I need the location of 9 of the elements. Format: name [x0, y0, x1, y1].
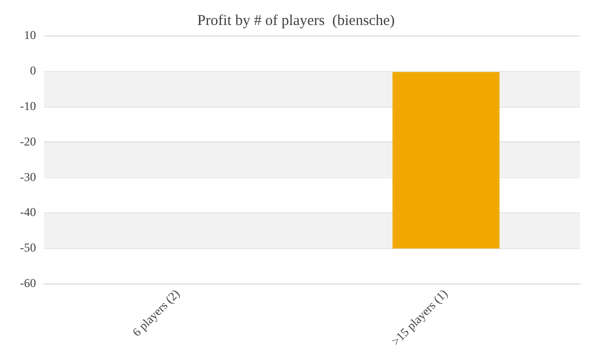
- y-tick-label: -10: [20, 98, 36, 113]
- y-tick-label: -60: [20, 276, 36, 290]
- y-tick-label: -50: [20, 240, 36, 255]
- chart-title: Profit by # of players (biensche): [197, 12, 395, 29]
- y-tick-label: 0: [30, 64, 36, 78]
- y-tick-label: 10: [24, 28, 36, 42]
- y-tick-label: -30: [20, 170, 36, 184]
- y-tick-label: -20: [20, 134, 36, 148]
- y-tick-label: -40: [20, 205, 36, 220]
